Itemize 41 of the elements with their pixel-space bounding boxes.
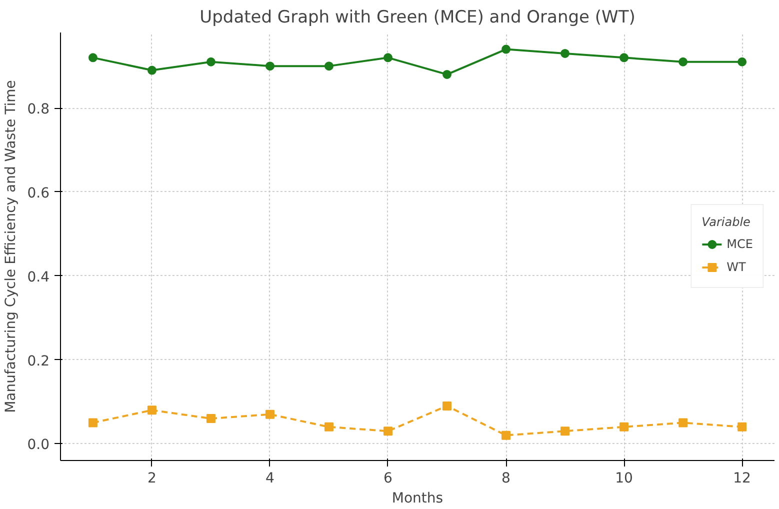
point	[324, 422, 334, 432]
x-axis-title: Months	[392, 490, 444, 506]
x-tick-label: 12	[733, 470, 751, 486]
y-tick-label: 0.8	[27, 102, 50, 118]
chart-title: Updated Graph with Green (MCE) and Orange (WT)	[200, 8, 636, 28]
legend-label: WT	[726, 260, 747, 274]
point	[738, 57, 747, 66]
x-tick-label: 4	[266, 470, 275, 486]
legend-title: Variable	[702, 215, 752, 229]
point	[678, 57, 688, 66]
y-tick-label: 0.4	[27, 269, 50, 286]
point	[88, 418, 98, 428]
point	[502, 430, 511, 440]
y-axis-title: Manufacturing Cycle Efficiency and Waste Time	[3, 80, 20, 413]
point	[206, 57, 216, 66]
legend-label: MCE	[726, 237, 753, 251]
point	[383, 53, 392, 62]
y-tick-label: 0.2	[27, 353, 50, 370]
point	[620, 53, 629, 62]
point	[265, 62, 274, 71]
point	[502, 44, 511, 54]
point	[560, 426, 570, 436]
x-tick-label: 10	[615, 470, 633, 486]
y-tick-label: 0.0	[27, 437, 50, 454]
point	[383, 426, 392, 436]
x-tick-label: 2	[148, 470, 156, 486]
point	[620, 422, 629, 432]
point	[147, 66, 156, 75]
x-tick-label: 8	[502, 470, 510, 486]
x-tick-label: 6	[384, 470, 393, 486]
point	[88, 53, 98, 62]
point	[324, 62, 334, 71]
point	[442, 401, 452, 410]
point	[738, 422, 747, 432]
point	[206, 414, 216, 424]
point	[147, 406, 156, 415]
point	[678, 418, 688, 428]
point	[560, 48, 570, 58]
y-tick-label: 0.6	[27, 185, 50, 202]
point	[265, 410, 274, 419]
point	[442, 70, 452, 79]
